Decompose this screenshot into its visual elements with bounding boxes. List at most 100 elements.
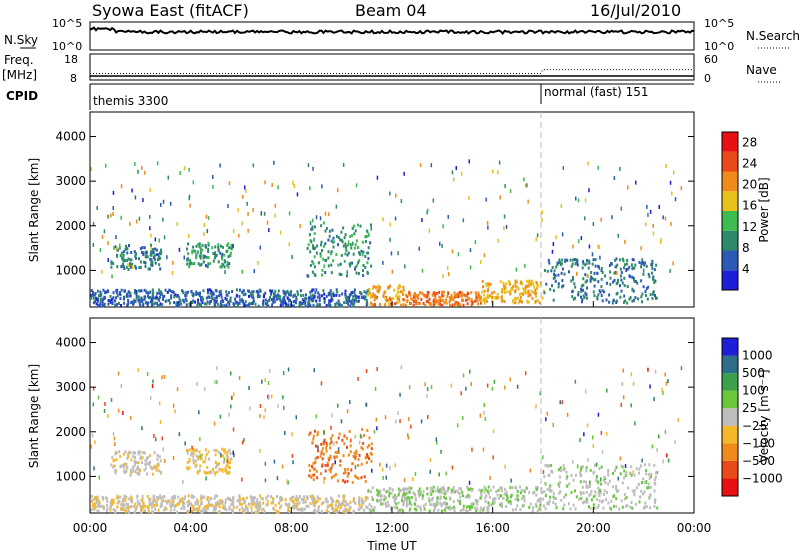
data-cell	[397, 291, 400, 295]
data-cell	[205, 255, 208, 259]
data-cell	[192, 245, 195, 249]
data-cell	[162, 295, 165, 299]
data-cell	[458, 290, 461, 294]
data-cell	[254, 505, 257, 509]
data-cell	[252, 500, 255, 504]
data-cell	[196, 303, 199, 307]
data-cell	[209, 292, 212, 296]
data-cell	[216, 464, 219, 468]
data-cell	[119, 254, 122, 258]
data-cell	[224, 451, 227, 455]
scatter-cell	[176, 222, 178, 227]
data-cell	[615, 257, 618, 261]
data-cell	[566, 475, 569, 479]
data-cell	[366, 229, 369, 233]
data-cell	[263, 293, 266, 297]
data-cell	[225, 249, 228, 253]
data-cell	[569, 258, 572, 262]
scatter-cell	[622, 368, 624, 373]
data-cell	[365, 461, 368, 465]
data-cell	[211, 293, 214, 297]
data-cell	[480, 506, 483, 510]
scatter-cell	[670, 221, 672, 226]
scatter-cell	[509, 377, 511, 382]
data-cell	[159, 470, 162, 474]
data-cell	[366, 302, 369, 306]
data-cell	[555, 497, 557, 500]
scatter-cell	[205, 214, 208, 219]
data-cell	[95, 498, 98, 502]
data-cell	[198, 254, 201, 258]
data-cell	[350, 291, 353, 295]
data-cell	[133, 510, 136, 514]
scatter-cell	[340, 419, 343, 424]
data-cell	[144, 265, 147, 268]
data-cell	[597, 293, 600, 297]
data-cell	[194, 448, 197, 452]
data-cell	[345, 245, 348, 249]
data-cell	[343, 301, 346, 305]
data-cell	[103, 302, 106, 306]
data-cell	[476, 299, 479, 303]
data-cell	[467, 495, 470, 499]
data-cell	[288, 510, 291, 513]
data-cell	[260, 497, 263, 500]
data-cell	[553, 276, 556, 279]
data-cell	[400, 508, 403, 512]
data-cell	[338, 503, 340, 507]
data-cell	[323, 300, 326, 304]
data-cell	[313, 265, 316, 269]
data-cell	[458, 487, 461, 491]
data-cell	[620, 289, 623, 293]
xtick-label: 20:00	[576, 521, 611, 535]
scatter-cell	[598, 265, 600, 270]
data-cell	[465, 505, 468, 509]
scatter-cell	[357, 376, 359, 381]
data-cell	[402, 503, 405, 507]
data-cell	[292, 495, 295, 499]
data-cell	[98, 504, 101, 508]
data-cell	[417, 296, 420, 300]
data-cell	[484, 297, 487, 301]
data-cell	[506, 496, 509, 500]
data-cell	[640, 295, 643, 299]
data-cell	[90, 508, 93, 512]
scatter-cell	[371, 468, 373, 473]
scatter-cell	[407, 433, 409, 438]
data-cell	[409, 507, 411, 511]
data-cell	[543, 490, 546, 494]
freq-trace	[90, 69, 694, 77]
scatter-cell	[259, 245, 261, 250]
data-cell	[623, 263, 626, 267]
data-cell	[112, 498, 115, 502]
data-cell	[305, 297, 308, 301]
scatter-cell	[136, 219, 138, 224]
data-cell	[197, 457, 200, 461]
data-cell	[628, 471, 631, 475]
data-cell	[404, 497, 406, 501]
data-cell	[590, 275, 593, 279]
data-cell	[398, 300, 401, 304]
data-cell	[105, 509, 108, 513]
data-cell	[578, 497, 581, 501]
scatter-cell	[276, 476, 279, 481]
data-cell	[318, 299, 321, 303]
data-cell	[192, 461, 195, 465]
data-cell	[458, 500, 461, 504]
data-cell	[341, 503, 344, 507]
scatter-cell	[460, 391, 462, 396]
data-cell	[127, 502, 129, 506]
data-cell	[362, 296, 365, 299]
data-cell	[270, 292, 273, 296]
data-cell	[480, 299, 483, 303]
scatter-cell	[144, 170, 146, 175]
scatter-cell	[374, 386, 377, 391]
data-cell	[655, 263, 658, 267]
data-cell	[609, 479, 611, 483]
data-cell	[372, 285, 375, 289]
data-cell	[489, 495, 491, 499]
data-cell	[631, 266, 634, 270]
scatter-cell	[665, 381, 668, 386]
scatter-cell	[230, 395, 233, 400]
